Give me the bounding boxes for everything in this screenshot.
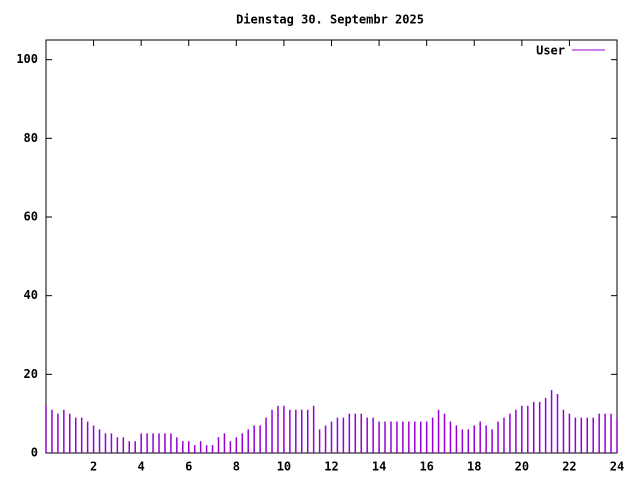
x-tick-label: 8	[233, 460, 240, 474]
y-tick-label: 40	[24, 288, 38, 302]
x-tick-label: 2	[90, 460, 97, 474]
x-tick-label: 10	[277, 460, 291, 474]
y-tick-label: 100	[16, 52, 38, 66]
legend-label: User	[536, 44, 565, 58]
y-tick-label: 80	[24, 131, 38, 145]
chart-title: Dienstag 30. Septembr 2025	[236, 13, 424, 27]
y-tick-label: 20	[24, 367, 38, 381]
y-tick-label: 0	[31, 446, 38, 460]
x-tick-label: 22	[562, 460, 576, 474]
plot-border	[45, 39, 618, 454]
x-tick-label: 18	[467, 460, 481, 474]
x-tick-label: 14	[372, 460, 386, 474]
x-tick-label: 24	[610, 460, 624, 474]
x-tick-label: 20	[515, 460, 529, 474]
x-tick-label: 6	[185, 460, 192, 474]
x-tick-label: 16	[419, 460, 433, 474]
x-tick-label: 4	[138, 460, 145, 474]
y-tick-label: 60	[24, 210, 38, 224]
x-tick-label: 12	[324, 460, 338, 474]
